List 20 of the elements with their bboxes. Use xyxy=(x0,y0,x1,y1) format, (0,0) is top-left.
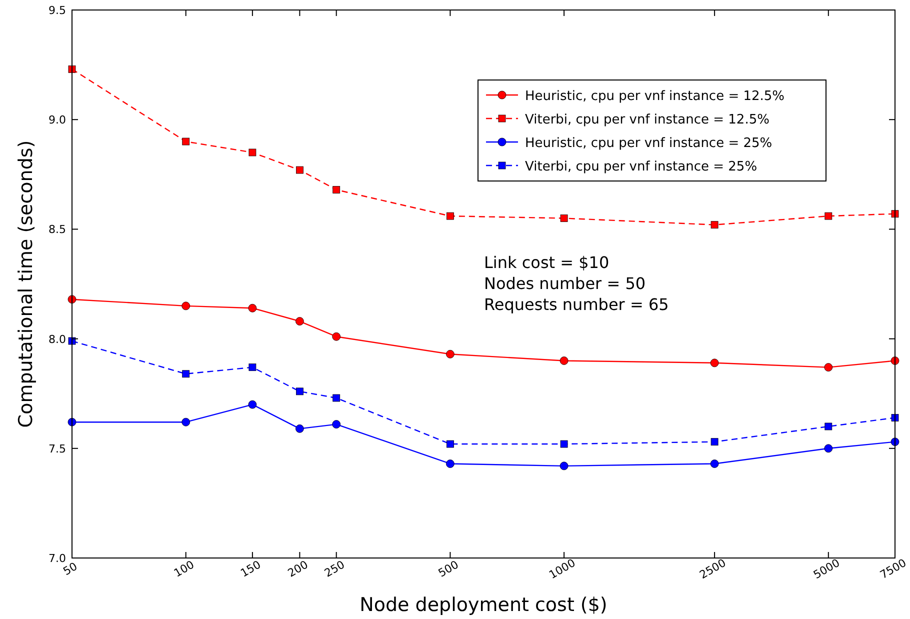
x-tick-label: 200 xyxy=(286,558,310,580)
legend-label: Viterbi, cpu per vnf instance = 25% xyxy=(525,160,758,174)
legend-label: Viterbi, cpu per vnf instance = 12.5% xyxy=(525,112,770,128)
y-tick-label: 7.0 xyxy=(48,552,66,565)
x-tick-label: 100 xyxy=(172,558,196,580)
annotation: Link cost = $10 xyxy=(484,253,610,272)
y-tick-label: 8.0 xyxy=(48,332,66,346)
y-axis-title: Computational time (seconds) xyxy=(15,140,37,428)
x-tick-label: 250 xyxy=(322,558,347,580)
legend-label: Heuristic, cpu per vnf instance = 12.5% xyxy=(525,89,785,104)
annotation: Nodes number = 50 xyxy=(484,274,646,293)
annotation: Requests number = 65 xyxy=(484,295,669,314)
y-tick-label: 7.5 xyxy=(48,442,66,456)
y-tick-label: 8.5 xyxy=(48,223,66,236)
legend-label: Heuristic, cpu per vnf instance = 25% xyxy=(525,136,772,151)
y-tick-label: 9.0 xyxy=(48,114,66,127)
x-tick-label: 150 xyxy=(238,558,264,580)
x-tick-label: 500 xyxy=(436,558,461,580)
y-tick-label: 9.5 xyxy=(48,4,66,17)
x-axis-title: Node deployment cost ($) xyxy=(360,594,608,616)
